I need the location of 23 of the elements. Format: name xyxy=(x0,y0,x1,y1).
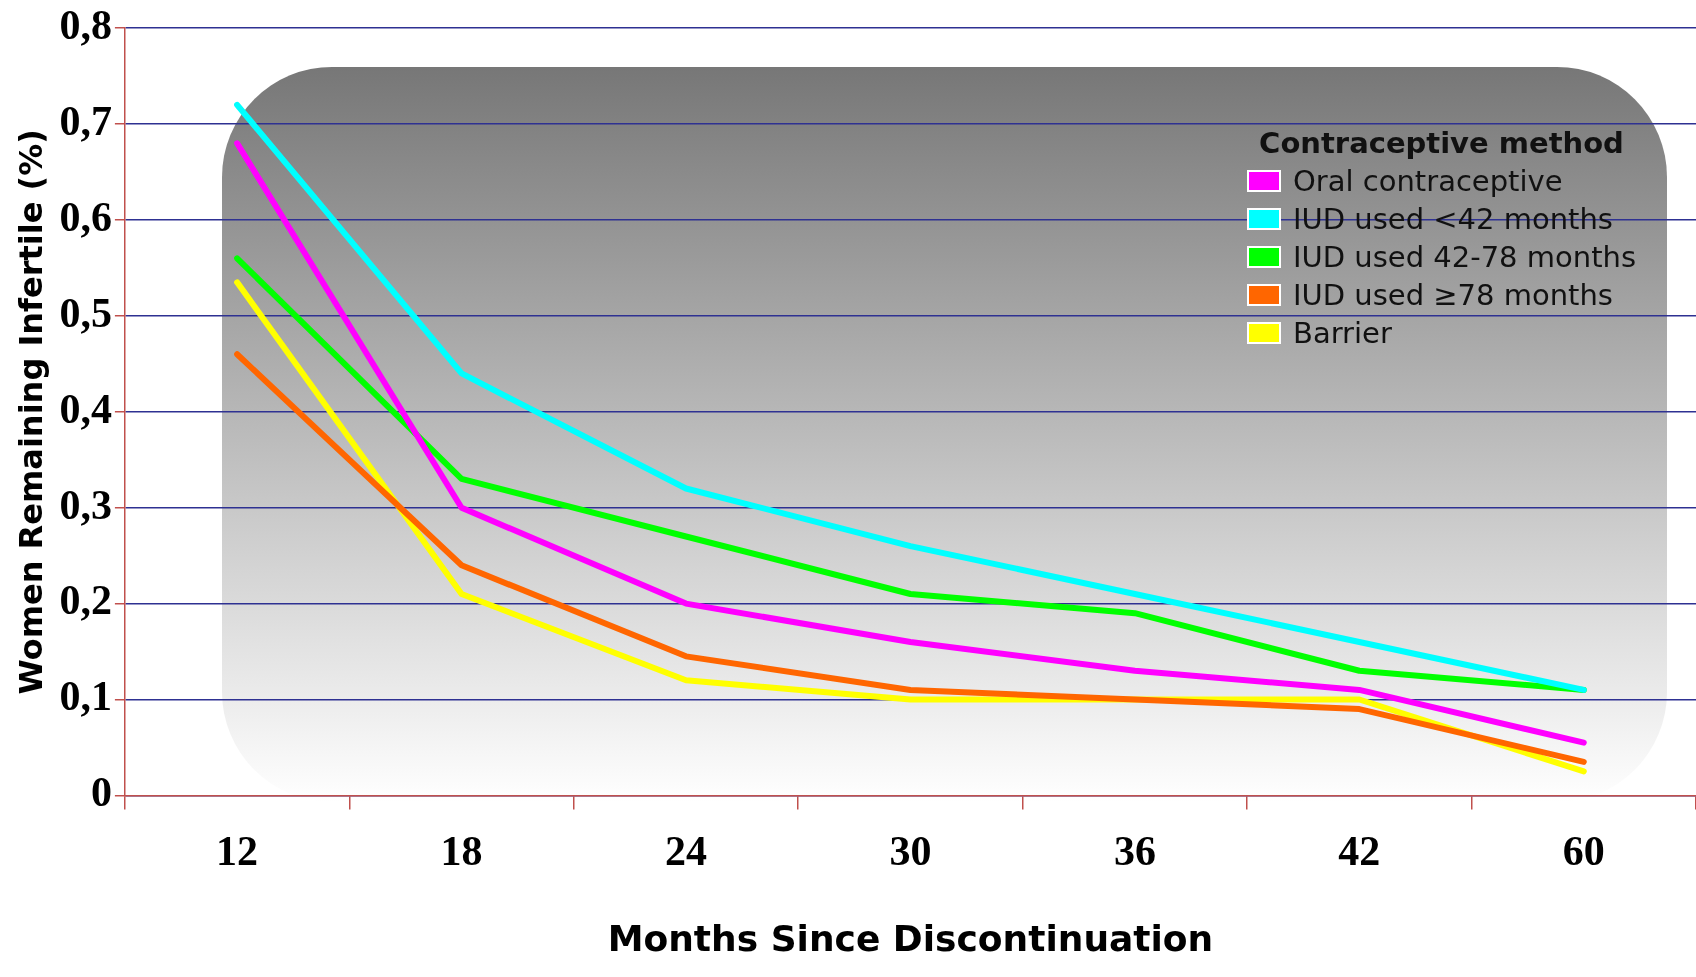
legend-label: Barrier xyxy=(1292,315,1392,352)
y-axis-title: Women Remaining Infertile (%) xyxy=(11,129,50,695)
y-tick-label: 0,8 xyxy=(59,2,112,49)
y-tick-label: 0,6 xyxy=(59,193,112,240)
x-axis-title: Months Since Discontinuation xyxy=(607,917,1214,959)
y-tick-label: 0,4 xyxy=(59,385,112,432)
x-tick-label: 30 xyxy=(889,828,932,875)
x-tick-label: 42 xyxy=(1338,828,1381,875)
x-tick-label: 18 xyxy=(440,828,483,875)
legend-label: Oral contraceptive xyxy=(1292,163,1563,200)
x-tick-label: 36 xyxy=(1113,828,1156,875)
x-tick-label: 60 xyxy=(1562,828,1605,875)
y-tick-label: 0,3 xyxy=(59,481,112,528)
y-tick-label: 0,2 xyxy=(59,577,112,624)
legend-label: IUD used ≥78 months xyxy=(1292,277,1613,314)
y-tick-label: 0,5 xyxy=(59,289,112,336)
y-tick-label: 0,1 xyxy=(59,673,112,720)
legend-label: IUD used 42-78 months xyxy=(1292,239,1636,276)
y-tick-label: 0,7 xyxy=(59,97,112,144)
y-tick-label: 0 xyxy=(90,769,112,816)
legend-title: Contraceptive method xyxy=(1258,125,1625,162)
x-tick-label: 12 xyxy=(216,828,259,875)
x-tick-label: 24 xyxy=(665,828,708,875)
